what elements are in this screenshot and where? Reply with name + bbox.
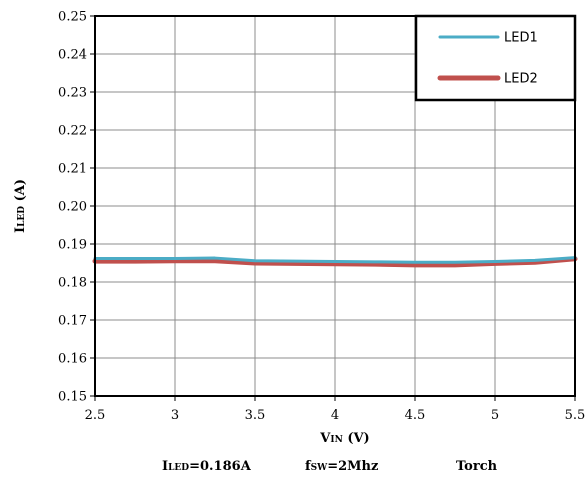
x-tick-label: 4.5 [405, 408, 426, 423]
x-ticks: 2.5 3 3.5 4 4.5 5 5.5 [85, 396, 585, 423]
x-axis-title: VIN (V) [319, 431, 369, 446]
y-tick-label: 0.19 [58, 238, 87, 253]
series-line-led2 [92, 256, 578, 268]
footer-iled: ILED=0.186A [162, 459, 252, 474]
x-tick-label: 5 [491, 408, 499, 423]
y-tick-label: 0.17 [58, 314, 87, 329]
x-tick-label: 3 [171, 408, 179, 423]
footer-fsw: fSW=2Mhz [305, 459, 378, 474]
y-tick-label: 0.22 [58, 124, 87, 139]
legend-label-led1: LED1 [504, 31, 538, 46]
y-tick-label: 0.21 [58, 162, 87, 177]
y-tick-label: 0.15 [58, 390, 87, 405]
series-line-led1 [93, 256, 577, 264]
y-tick-label: 0.24 [58, 48, 87, 63]
legend-box [414, 14, 577, 102]
legend: LED1 LED2 [414, 14, 577, 102]
footer-mode: Torch [456, 459, 498, 474]
y-tick-label: 0.23 [58, 86, 87, 101]
x-tick-label: 4 [331, 408, 339, 423]
legend-label-led2: LED2 [504, 72, 538, 87]
y-tick-label: 0.20 [58, 200, 87, 215]
series-layer [92, 256, 578, 268]
x-tick-label: 2.5 [85, 408, 106, 423]
x-tick-label: 5.5 [565, 408, 585, 423]
x-tick-label: 3.5 [245, 408, 266, 423]
y-axis-title: ILED (A) [13, 179, 28, 233]
y-tick-label: 0.25 [58, 10, 87, 25]
y-tick-label: 0.16 [58, 352, 87, 367]
y-tick-label: 0.18 [58, 276, 87, 291]
y-ticks: 0.15 0.16 0.17 0.18 0.19 0.20 0.21 0.22 0.23 0.24… [58, 10, 95, 405]
